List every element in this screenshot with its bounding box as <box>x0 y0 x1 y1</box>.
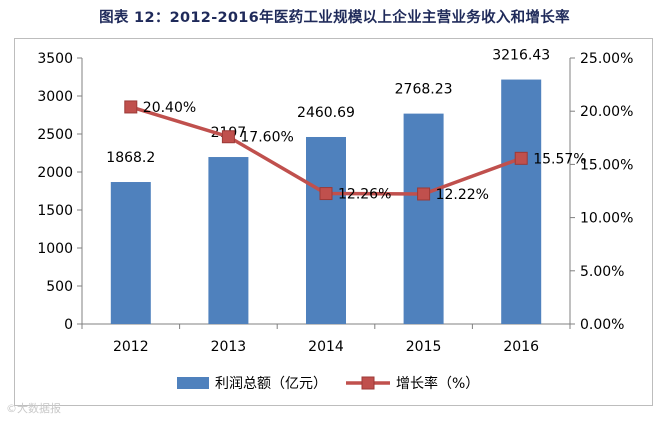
line-data-label: 12.22% <box>436 187 489 203</box>
growth-rate-marker-2015 <box>417 187 431 201</box>
bar-data-label: 1868.2 <box>106 150 155 166</box>
bar-2015 <box>403 113 444 324</box>
y-left-tick-label: 1500 <box>37 203 73 219</box>
chart-title: 图表 12：2012-2016年医药工业规模以上企业主营业务收入和增长率 <box>99 10 570 26</box>
legend-label-line: 增长率（%） <box>396 375 479 392</box>
watermark-text: ©大数据报 <box>6 402 61 415</box>
x-tick-label: 2012 <box>113 339 149 355</box>
y-right-tick-label: 5.00% <box>580 264 624 280</box>
line-data-label: 17.60% <box>240 130 293 146</box>
bar-2012 <box>110 182 151 324</box>
growth-rate-marker-2013 <box>221 130 235 144</box>
y-left-tick-label: 2000 <box>37 165 73 181</box>
legend-label-bar: 利润总额（亿元） <box>215 376 327 392</box>
x-tick-label: 2016 <box>503 339 539 355</box>
growth-rate-marker-2012 <box>124 100 138 114</box>
legend-swatch-bar <box>177 377 209 389</box>
bar-data-label: 3216.43 <box>492 48 550 64</box>
y-right-tick-label: 20.00% <box>580 104 633 120</box>
y-left-tick-label: 1000 <box>37 241 73 257</box>
x-tick-label: 2014 <box>308 339 344 355</box>
x-tick-label: 2015 <box>406 339 442 355</box>
bar-2016 <box>501 79 542 324</box>
line-data-label: 15.57% <box>533 151 586 167</box>
y-right-tick-label: 25.00% <box>580 51 633 67</box>
y-left-tick-label: 0 <box>64 317 73 333</box>
y-right-tick-label: 15.00% <box>580 157 633 173</box>
y-left-tick-label: 500 <box>46 279 73 295</box>
line-data-label: 20.40% <box>143 100 196 116</box>
bar-2013 <box>208 157 249 324</box>
y-left-tick-label: 3000 <box>37 89 73 105</box>
bar-data-label: 2460.69 <box>297 105 355 121</box>
y-left-tick-label: 3500 <box>37 51 73 67</box>
legend-swatch-marker <box>361 376 375 390</box>
y-left-tick-label: 2500 <box>37 127 73 143</box>
y-right-tick-label: 10.00% <box>580 211 633 227</box>
y-right-tick-label: 0.00% <box>580 317 624 333</box>
growth-rate-marker-2014 <box>319 187 333 201</box>
growth-rate-marker-2016 <box>514 151 528 165</box>
bar-data-label: 2768.23 <box>395 82 453 98</box>
bar-2014 <box>306 136 346 324</box>
line-data-label: 12.26% <box>338 187 391 203</box>
x-tick-label: 2013 <box>211 339 247 355</box>
